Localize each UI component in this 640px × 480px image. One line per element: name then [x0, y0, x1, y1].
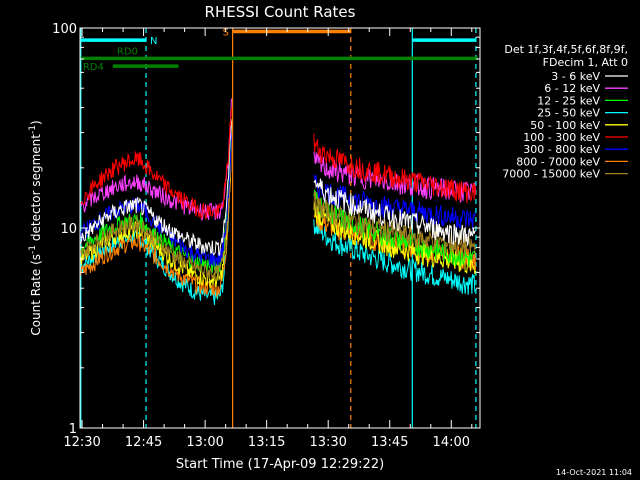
- y-axis-label: Count Rate (s-1 detector segment-1): [28, 120, 43, 335]
- x-tick-label: 12:45: [125, 435, 162, 450]
- x-axis-label: Start Time (17-Apr-09 12:29:22): [176, 457, 384, 472]
- status-bar-label: S: [223, 28, 229, 39]
- x-axis: 12:30 12:45 13:00 13:15 13:30 13:45 14:00: [63, 28, 473, 450]
- chart-title: RHESSI Count Rates: [205, 3, 356, 21]
- legend-entry-label: 300 - 800 keV: [523, 143, 600, 156]
- y-label-sup-1: -1: [28, 245, 38, 254]
- series-line-pre-gap: [80, 134, 232, 267]
- y-label-part-3: ): [29, 120, 43, 125]
- y-label-sup-2: -1: [28, 125, 38, 134]
- series-line-post-gap: [313, 151, 477, 203]
- series-line-pre-gap: [80, 143, 232, 282]
- series-line-post-gap: [313, 178, 476, 246]
- x-tick-label: 14:00: [433, 435, 470, 450]
- y-tick-label: 10: [60, 222, 77, 237]
- legend-entry-label: 800 - 7000 keV: [516, 155, 600, 168]
- legend: Det 1f,3f,4f,5f,6f,8f,9f, FDecim 1, Att …: [502, 43, 628, 181]
- series-line-pre-gap: [80, 107, 232, 220]
- series-line-post-gap: [313, 174, 477, 230]
- y-tick-label: 1: [69, 422, 77, 437]
- x-tick-label: 13:45: [371, 435, 408, 450]
- series-line-post-gap: [313, 133, 477, 204]
- legend-header-line-1: Det 1f,3f,4f,5f,6f,8f,9f,: [504, 43, 628, 56]
- status-bar-label: RD0: [117, 46, 138, 57]
- legend-entry-label: 100 - 300 keV: [523, 131, 600, 144]
- legend-entry-label: 25 - 50 keV: [537, 107, 600, 120]
- y-axis-label-text: Count Rate (s-1 detector segment-1): [28, 120, 43, 335]
- legend-entry-label: 12 - 25 keV: [537, 94, 600, 107]
- y-axis: 1 10 100: [52, 22, 480, 437]
- x-tick-label: 13:00: [186, 435, 223, 450]
- legend-entry-label: 50 - 100 keV: [530, 119, 600, 132]
- series-line-pre-gap: [80, 120, 232, 256]
- legend-entry-label: 7000 - 15000 keV: [502, 168, 600, 181]
- series-line-pre-gap: [80, 143, 232, 289]
- x-tick-label: 13:30: [309, 435, 346, 450]
- plot-area: N S RD0 RD4: [80, 28, 478, 428]
- y-label-part-2: detector segment: [29, 134, 43, 245]
- x-tick-label: 13:15: [248, 435, 285, 450]
- legend-entry-label: 6 - 12 keV: [544, 82, 600, 95]
- x-tick-label: 12:30: [63, 435, 100, 450]
- status-bar-label: RD4: [83, 62, 104, 73]
- y-label-part-1: Count Rate (s: [29, 254, 43, 336]
- series-line-post-gap: [313, 201, 477, 275]
- y-tick-label: 100: [52, 22, 77, 37]
- series-line-post-gap: [313, 188, 476, 268]
- legend-header-line-2: FDecim 1, Att 0: [543, 56, 628, 69]
- status-bar-label: N: [150, 36, 157, 47]
- footer-timestamp: 14-Oct-2021 11:04: [556, 468, 632, 477]
- legend-entry-label: 3 - 6 keV: [551, 70, 600, 83]
